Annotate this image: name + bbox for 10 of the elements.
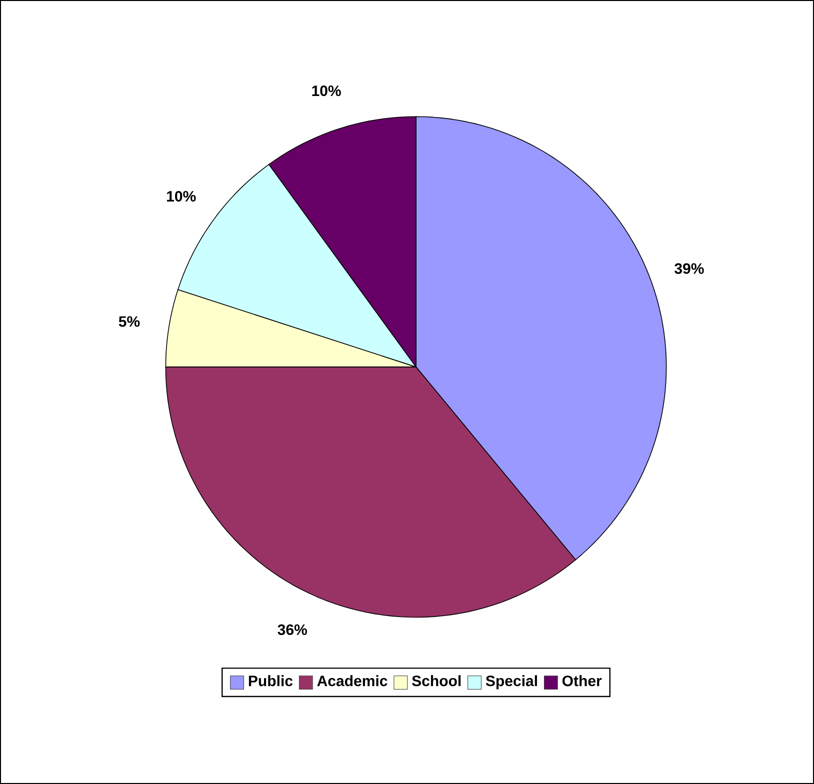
data-label: 10% [167, 190, 196, 202]
legend-label: Special [486, 675, 537, 690]
legend-label: Public [248, 675, 293, 686]
legend-label: Academic [317, 675, 388, 686]
data-label: 39% [674, 263, 704, 274]
legend-label: School [412, 675, 461, 686]
legend-label: Other [562, 675, 602, 686]
data-label: 5% [118, 316, 140, 327]
data-label: 10% [312, 85, 341, 96]
data-label: 36% [278, 624, 308, 636]
